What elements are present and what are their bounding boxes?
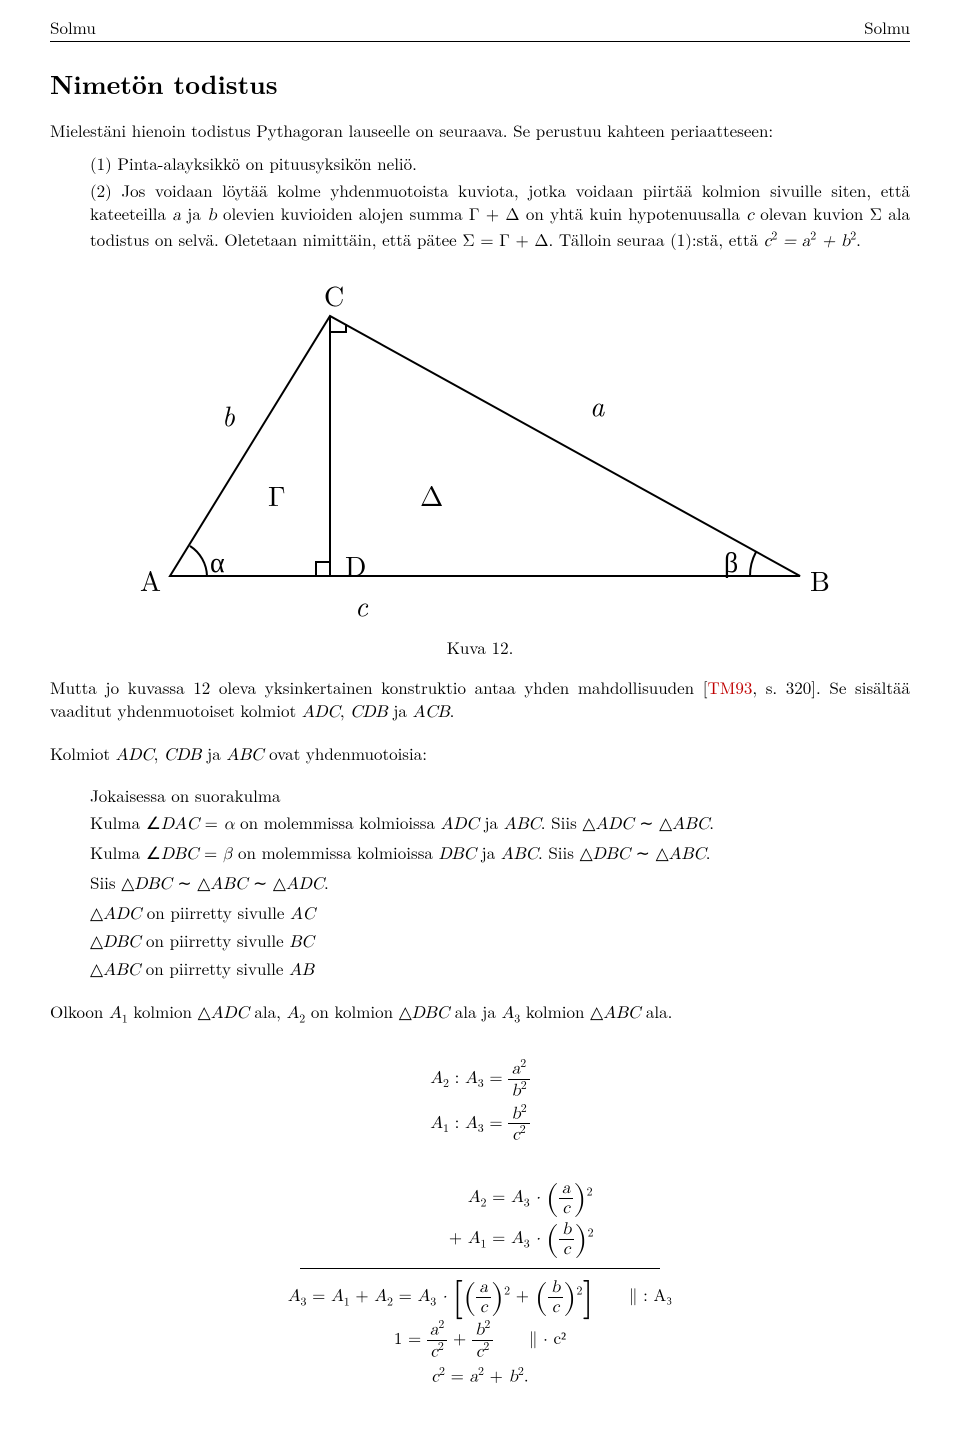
header-right: Solmu [864, 16, 910, 39]
principle-2: (2) Jos voidaan löytää kolme yhdenmuotoi… [90, 179, 910, 254]
citation: TM93 [708, 675, 753, 699]
label-C: C [324, 276, 344, 315]
label-b: b [222, 395, 235, 435]
label-Delta: Δ [420, 475, 443, 515]
lead-paragraph: Mielestäni hienoin todistus Pythagoran l… [50, 119, 910, 142]
label-c: c [355, 585, 369, 625]
triangle-figure: C A B D b a c Γ Δ α β [110, 276, 850, 626]
label-A: A [140, 560, 161, 600]
page-title: Nimetön todistus [50, 66, 910, 101]
square-block: A2 = A3 · (ac)2 + A1 = A3 · (bc)2 A3 = A… [50, 1176, 910, 1394]
label-a: a [590, 385, 605, 425]
kulma-dbc: Kulma ∠DBC = β on molemmissa kolmioissa … [90, 841, 910, 867]
header-rule [50, 41, 910, 42]
label-B: B [810, 560, 830, 600]
jokaisessa: Jokaisessa on suorakulma [90, 784, 910, 807]
ratio-block: A2 : A3 = a2b2 A1 : A3 = b2c2 [50, 1055, 910, 1148]
label-D: D [345, 545, 366, 585]
kolmiot-line: Kolmiot ADC, CDB ja ABC ovat yhdenmuotoi… [50, 742, 910, 768]
label-Gamma: Γ [268, 475, 286, 515]
figure-caption: Kuva 12. [50, 636, 910, 659]
kulma-dac: Kulma ∠DAC = α on molemmissa kolmioissa … [90, 811, 910, 837]
header-left: Solmu [50, 16, 96, 39]
label-beta: β [724, 541, 738, 581]
label-alpha: α [210, 541, 225, 581]
dbc-side: △DBC on piirretty sivulle BC [90, 929, 910, 955]
siis: Siis △DBC ∼ △ABC ∼ △ADC. [90, 871, 910, 897]
principle-1: (1) Pinta-alayksikkö on pituusyksikön ne… [90, 152, 910, 175]
adc-side: △ADC on piirretty sivulle AC [90, 901, 910, 927]
abc-side: △ABC on piirretty sivulle AB [90, 957, 910, 983]
mutta-paragraph: Mutta jo kuvassa 12 oleva yksinkertainen… [50, 676, 910, 725]
olkoon: Olkoon A1 kolmion △ADC ala, A2 on kolmio… [50, 1000, 910, 1027]
equation-rule [300, 1268, 660, 1269]
